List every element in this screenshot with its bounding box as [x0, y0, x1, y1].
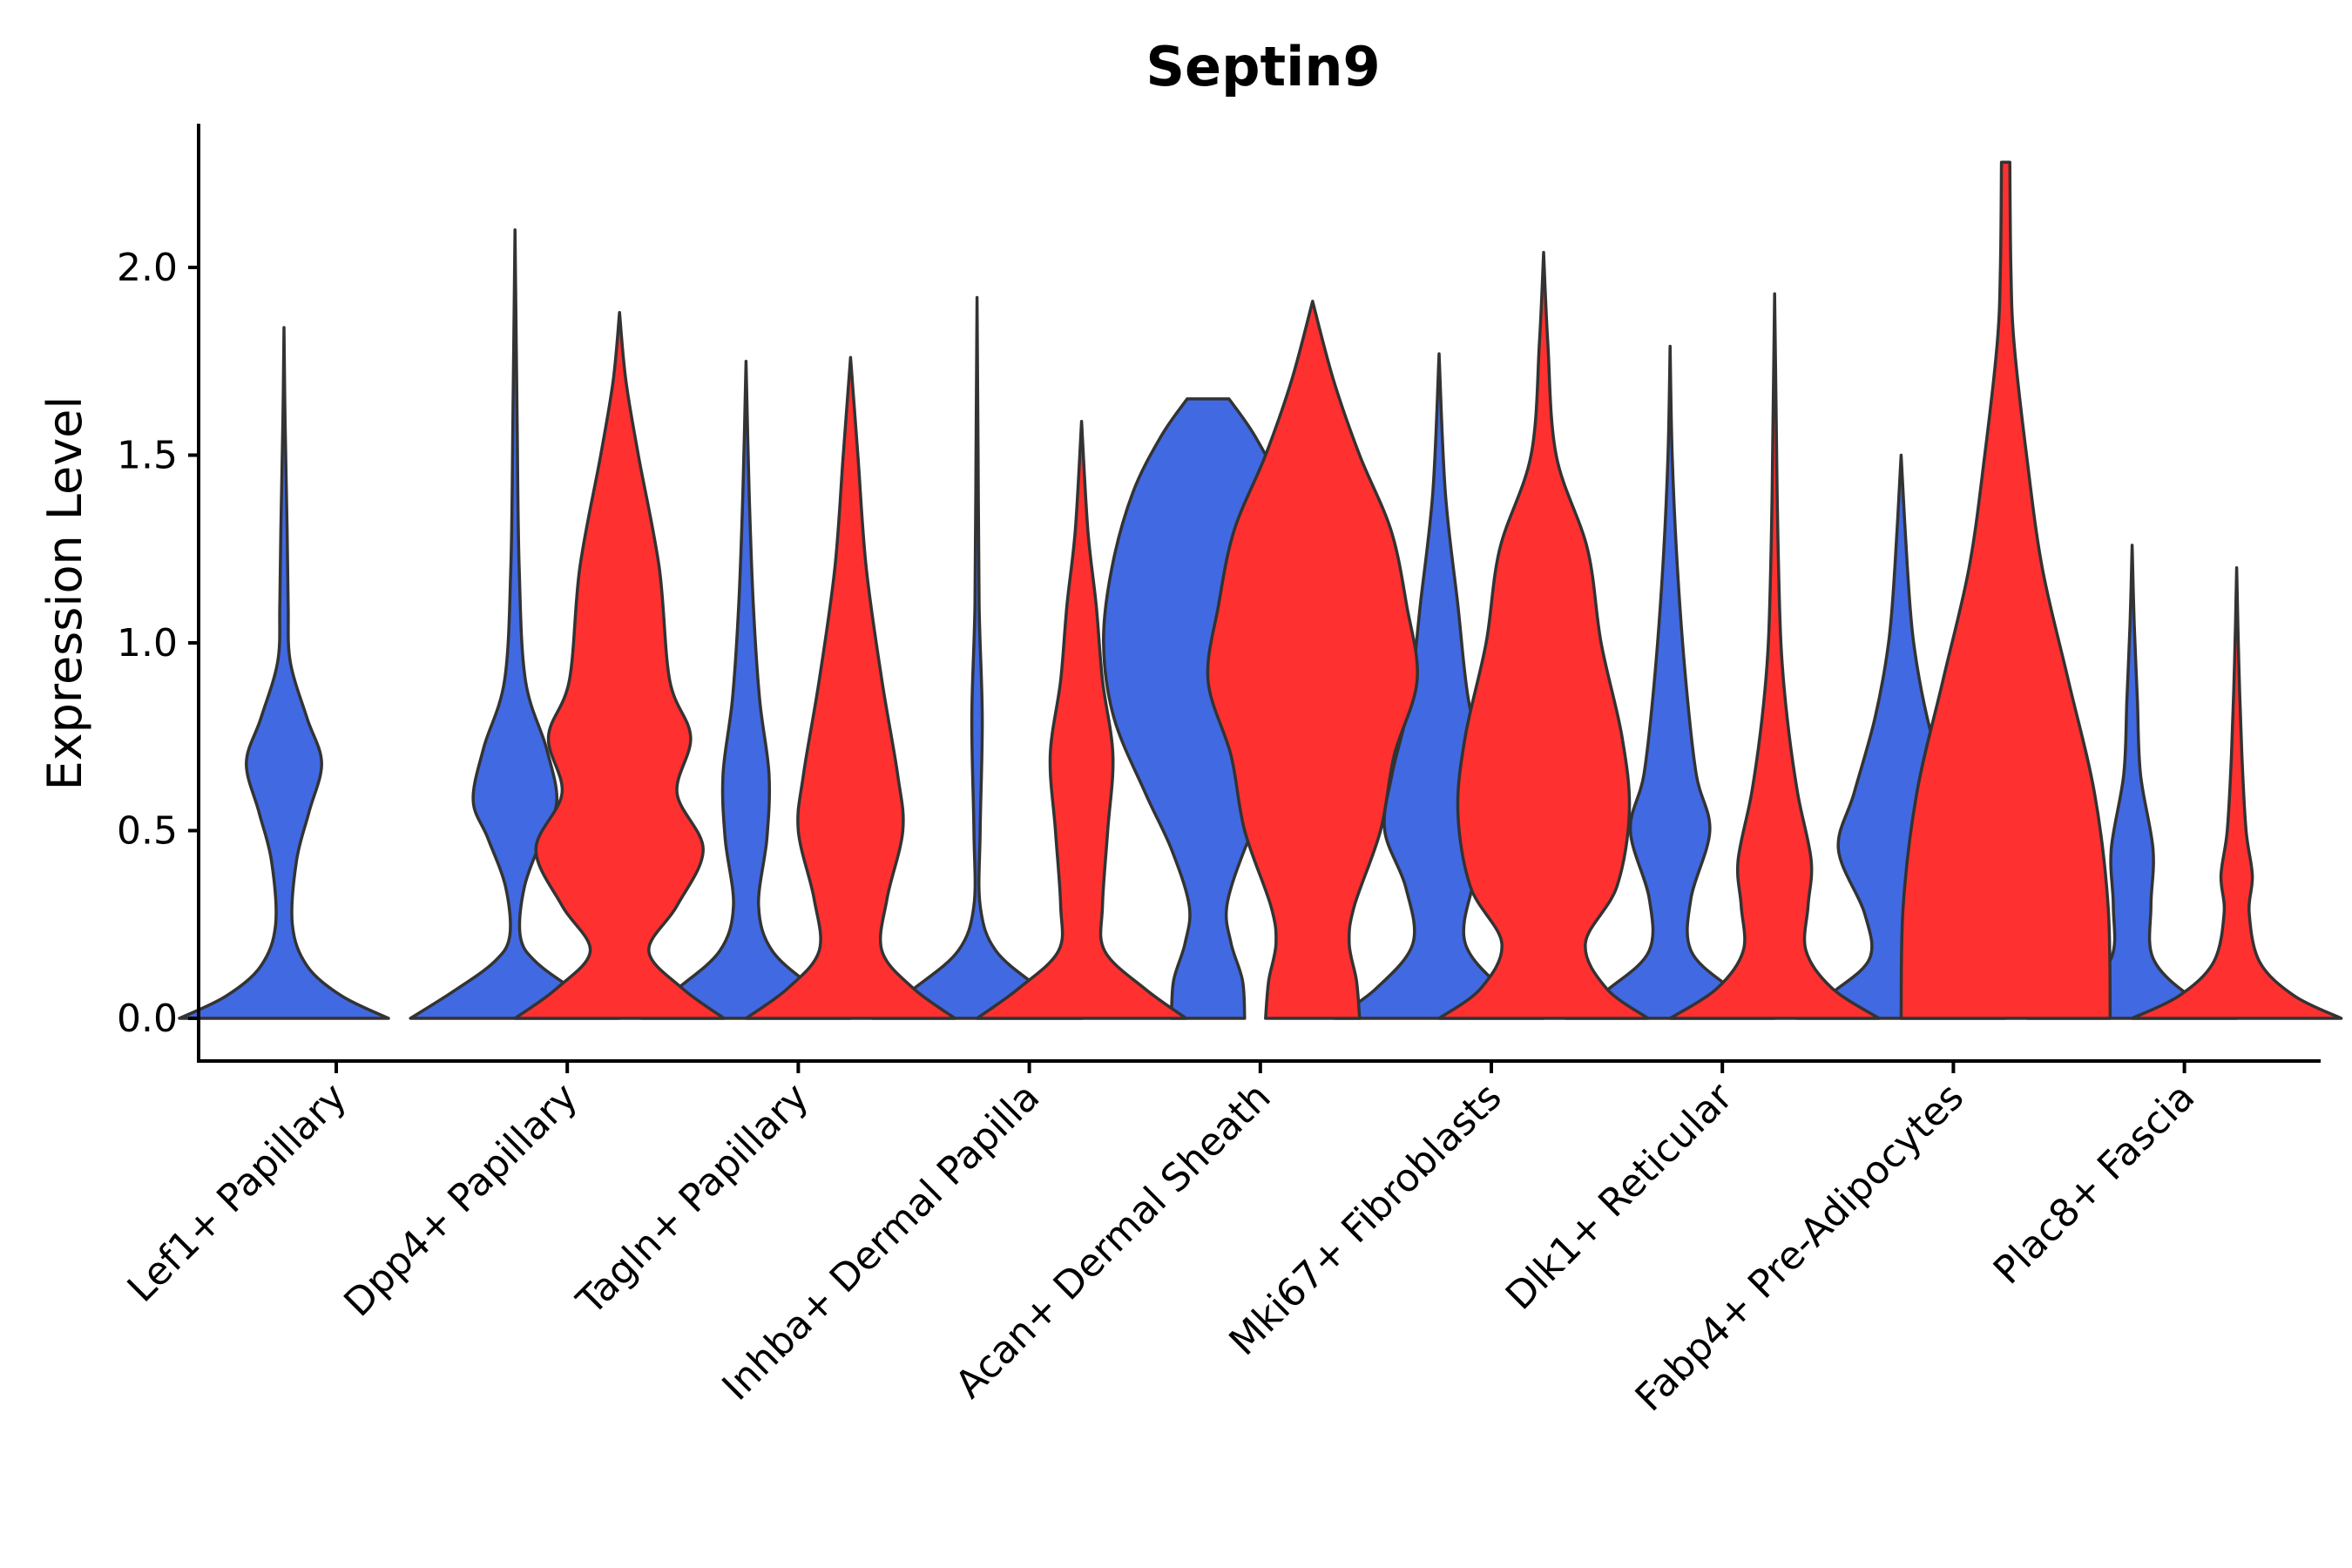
- violin-group2-acan-dermal-sheath: [1206, 300, 1419, 1020]
- y-tick-label: 0.0: [117, 997, 178, 1041]
- y-tick-label: 0.5: [117, 809, 178, 854]
- violin-group1-dpp4-papillary: [409, 228, 621, 1020]
- violin-group2-fabp4-pre-adipocytes: [1899, 160, 2112, 1020]
- chart-title: Septin9: [1146, 35, 1380, 98]
- violin-group1-tagln-papillary: [639, 360, 853, 1020]
- violin-group2-tagln-papillary: [744, 355, 957, 1020]
- violin-group2-plac8-fascia: [2130, 566, 2343, 1020]
- violin-layer: [178, 160, 2343, 1020]
- y-tick-label: 1.5: [117, 434, 178, 478]
- violin-group2-mki67-fibroblasts: [1437, 251, 1650, 1020]
- x-tick-label-lef1-papillary: Lef1+ Papillary: [119, 1075, 355, 1311]
- y-axis-label: Expression Level: [37, 396, 92, 791]
- violin-group1-inhba-dermal-papilla: [870, 295, 1084, 1020]
- x-tick-label-dlk1-reticular: Dlk1+ Reticular: [1497, 1074, 1742, 1319]
- y-tick-label: 2.0: [117, 246, 178, 290]
- y-axis-ticks: 0.0 0.5 1.0 1.5 2.0: [117, 246, 199, 1041]
- violin-group1-dlk1-reticular: [1564, 344, 1776, 1020]
- violin-group1-plac8-fascia: [2025, 544, 2239, 1020]
- violin-group2-inhba-dermal-papilla: [975, 419, 1188, 1020]
- y-tick-label: 1.0: [117, 621, 178, 666]
- x-tick-label-dpp4-papillary: Dpp4+ Papillary: [335, 1075, 586, 1326]
- violin-group2-dlk1-reticular: [1668, 292, 1881, 1020]
- x-tick-label-tagln-papillary: Tagln+ Papillary: [568, 1075, 817, 1324]
- violin-group2-dpp4-papillary: [513, 310, 726, 1020]
- x-tick-label-plac8-fascia: Plac8+ Fascia: [1985, 1075, 2204, 1294]
- violin-group1-lef1-papillary: [178, 326, 390, 1020]
